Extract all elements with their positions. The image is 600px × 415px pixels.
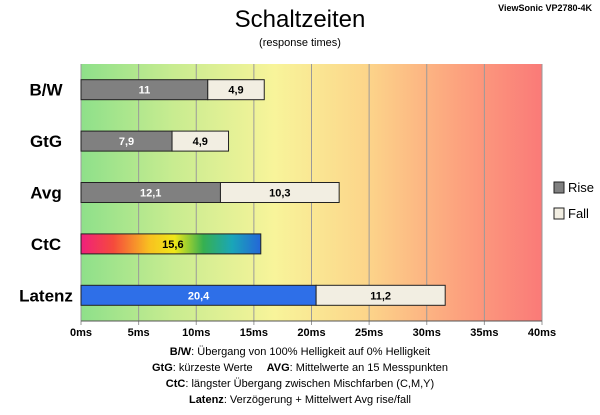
bars: 11 4,9 7,9 4,9 12,1 10,3 15,6 20,4 11,2	[80, 79, 446, 306]
x-tick-labels: 0ms 5ms 10ms 15ms 20ms 25ms 30ms 35ms 40ms	[70, 327, 556, 339]
bar-value-label: 4,9	[228, 85, 243, 97]
note-latenz: Latenz: Verzögerung + Mittelwert Avg ris…	[188, 394, 412, 406]
x-tick-label: 30ms	[413, 327, 441, 339]
x-tick-label: 20ms	[297, 327, 325, 339]
bar-value-label: 10,3	[269, 188, 290, 200]
note-gtg-avg: GtG: kürzeste Werte AVG: Mittelwerte an 1…	[151, 362, 449, 374]
category-label: Avg	[30, 184, 62, 203]
x-tick-label: 10ms	[182, 327, 210, 339]
notes: B/W: Übergang von 100% Helligkeit auf 0%…	[0, 344, 600, 408]
note-ctc: CtC: längster Übergang zwischen Mischfar…	[165, 378, 435, 390]
bar-fall	[219, 182, 340, 203]
bar-fall	[171, 130, 230, 152]
legend-label: Fall	[568, 206, 589, 221]
chart-subtitle: (response times)	[259, 37, 341, 49]
x-tick-label: 40ms	[528, 327, 556, 339]
x-tick-label: 0ms	[70, 327, 92, 339]
x-tick-label: 35ms	[470, 327, 498, 339]
bar-ctc	[80, 233, 262, 255]
legend: Rise Fall	[553, 180, 594, 221]
category-label: GtG	[30, 132, 62, 151]
legend-swatch	[553, 181, 565, 194]
bar-value-label: 20,4	[188, 290, 210, 302]
bar-value-label: 12,1	[140, 188, 161, 200]
bar-fall	[207, 79, 265, 101]
category-label: Latenz	[19, 286, 73, 305]
legend-swatch	[553, 207, 565, 220]
bar-value-label: 15,6	[162, 239, 183, 251]
bar-value-label: 4,9	[193, 136, 208, 148]
note-bw: B/W: Übergang von 100% Helligkeit auf 0%…	[169, 346, 431, 358]
bar-value-label: 11,2	[370, 290, 391, 302]
category-labels: B/W GtG Avg CtC Latenz	[19, 81, 73, 306]
bar-fall	[315, 284, 446, 306]
monitor-model: ViewSonic VP2780-4K	[498, 3, 592, 13]
x-tick-label: 25ms	[355, 327, 383, 339]
x-tick-label: 5ms	[128, 327, 150, 339]
bar-value-label: 7,9	[119, 136, 134, 148]
chart-title: Schaltzeiten	[235, 6, 366, 33]
legend-label: Rise	[568, 180, 594, 195]
x-tick-label: 15ms	[240, 327, 268, 339]
category-label: B/W	[29, 81, 63, 100]
category-label: CtC	[31, 235, 61, 254]
bar-value-label: 11	[139, 85, 151, 97]
